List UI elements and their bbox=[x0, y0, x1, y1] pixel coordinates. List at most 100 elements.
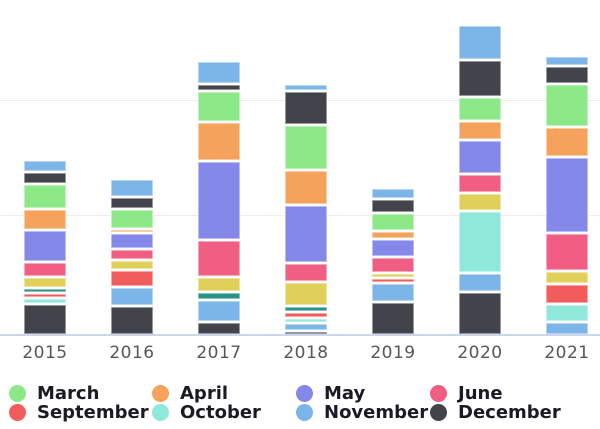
bar-segment-november-2017[interactable] bbox=[198, 301, 240, 321]
bar-segment-may-2021[interactable] bbox=[546, 158, 588, 232]
bar-segment-july-2019[interactable] bbox=[372, 274, 414, 277]
legend-label-december: December bbox=[458, 402, 561, 423]
x-axis-label-2019: 2019 bbox=[370, 343, 416, 363]
bar-segment-march-2021[interactable] bbox=[546, 85, 588, 126]
bar-segment-may-2016[interactable] bbox=[111, 234, 153, 248]
bar-segment-september-2019[interactable] bbox=[372, 279, 414, 282]
legend-dot-november bbox=[296, 404, 313, 421]
bar-segment-june-2015[interactable] bbox=[24, 263, 66, 276]
bar-segment-november-2018[interactable] bbox=[285, 324, 327, 330]
bar-2015[interactable] bbox=[24, 161, 66, 334]
bar-segment-march-2020[interactable] bbox=[459, 98, 501, 120]
bar-segment-october-2015[interactable] bbox=[24, 299, 66, 303]
bar-segment-may-2018[interactable] bbox=[285, 206, 327, 262]
bar-segment-october-2018[interactable] bbox=[285, 319, 327, 322]
bar-segment-july-2016[interactable] bbox=[111, 261, 153, 269]
bar-2016[interactable] bbox=[111, 180, 153, 334]
bar-segment-june-2018[interactable] bbox=[285, 264, 327, 281]
bar-segment-august-2017[interactable] bbox=[198, 293, 240, 299]
bar-segment-october-2020[interactable] bbox=[459, 212, 501, 272]
legend-dot-september bbox=[9, 404, 26, 421]
bar-segment-november-2020[interactable] bbox=[459, 274, 501, 291]
bar-segment-june-2021[interactable] bbox=[546, 234, 588, 270]
bar-segment-january-2020[interactable] bbox=[459, 26, 501, 59]
bar-segment-november-2019[interactable] bbox=[372, 284, 414, 301]
legend-item-october[interactable]: October bbox=[152, 402, 261, 423]
bar-segment-july-2015[interactable] bbox=[24, 278, 66, 287]
bar-segment-december-2017[interactable] bbox=[198, 323, 240, 334]
x-axis-label-2018: 2018 bbox=[283, 343, 329, 363]
bar-segment-march-2015[interactable] bbox=[24, 185, 66, 208]
bar-2018[interactable] bbox=[285, 85, 327, 334]
bar-segment-july-2018[interactable] bbox=[285, 283, 327, 305]
bar-segment-april-2018[interactable] bbox=[285, 171, 327, 204]
bar-segment-february-2015[interactable] bbox=[24, 173, 66, 183]
bar-segment-september-2018[interactable] bbox=[285, 313, 327, 317]
bar-segment-june-2017[interactable] bbox=[198, 241, 240, 276]
bar-segment-april-2020[interactable] bbox=[459, 122, 501, 139]
legend-label-september: September bbox=[37, 402, 149, 423]
bar-segment-march-2018[interactable] bbox=[285, 126, 327, 169]
bar-2021[interactable] bbox=[546, 57, 588, 334]
bar-segment-october-2021[interactable] bbox=[546, 305, 588, 321]
bar-segment-november-2016[interactable] bbox=[111, 288, 153, 305]
bar-segment-september-2021[interactable] bbox=[546, 285, 588, 303]
legend-dot-october bbox=[152, 404, 169, 421]
bar-segment-december-2016[interactable] bbox=[111, 307, 153, 334]
bar-segment-december-2019[interactable] bbox=[372, 303, 414, 334]
bar-2020[interactable] bbox=[459, 26, 501, 334]
bar-segment-may-2017[interactable] bbox=[198, 162, 240, 239]
legend-item-september[interactable]: September bbox=[9, 402, 149, 423]
bar-segment-december-2015[interactable] bbox=[24, 305, 66, 334]
bar-segment-may-2015[interactable] bbox=[24, 231, 66, 261]
bar-segment-january-2021[interactable] bbox=[546, 57, 588, 65]
bar-segment-march-2019[interactable] bbox=[372, 214, 414, 230]
bar-segment-march-2017[interactable] bbox=[198, 92, 240, 121]
bar-segment-january-2018[interactable] bbox=[285, 85, 327, 90]
bar-segment-december-2020[interactable] bbox=[459, 293, 501, 334]
legend-item-may[interactable]: May bbox=[296, 383, 365, 404]
bar-segment-may-2019[interactable] bbox=[372, 240, 414, 256]
bar-segment-february-2019[interactable] bbox=[372, 200, 414, 212]
bar-segment-august-2015[interactable] bbox=[24, 289, 66, 292]
bar-segment-february-2018[interactable] bbox=[285, 92, 327, 124]
bar-segment-april-2019[interactable] bbox=[372, 232, 414, 238]
bar-segment-january-2017[interactable] bbox=[198, 62, 240, 83]
legend-dot-may bbox=[296, 385, 313, 402]
bar-segment-january-2019[interactable] bbox=[372, 189, 414, 198]
legend-label-june: June bbox=[458, 383, 503, 404]
bar-segment-february-2020[interactable] bbox=[459, 61, 501, 96]
bar-segment-april-2015[interactable] bbox=[24, 210, 66, 229]
bar-segment-september-2016[interactable] bbox=[111, 271, 153, 286]
bar-segment-september-2015[interactable] bbox=[24, 294, 66, 297]
bar-segment-july-2021[interactable] bbox=[546, 272, 588, 283]
bar-segment-november-2021[interactable] bbox=[546, 323, 588, 334]
legend-item-april[interactable]: April bbox=[152, 383, 229, 404]
bar-segment-february-2021[interactable] bbox=[546, 67, 588, 83]
legend-item-june[interactable]: June bbox=[430, 383, 503, 404]
bar-segment-february-2016[interactable] bbox=[111, 198, 153, 208]
bar-segment-february-2017[interactable] bbox=[198, 85, 240, 90]
legend-item-november[interactable]: November bbox=[296, 402, 428, 423]
legend-label-october: October bbox=[180, 402, 261, 423]
legend-dot-march bbox=[9, 385, 26, 402]
bar-segment-december-2018[interactable] bbox=[285, 332, 327, 334]
bar-segment-july-2020[interactable] bbox=[459, 194, 501, 210]
bar-segment-june-2020[interactable] bbox=[459, 175, 501, 192]
bar-segment-april-2016[interactable] bbox=[111, 230, 153, 232]
bar-segment-august-2018[interactable] bbox=[285, 307, 327, 311]
bar-segment-april-2017[interactable] bbox=[198, 123, 240, 160]
legend-item-december[interactable]: December bbox=[430, 402, 561, 423]
bar-segment-april-2021[interactable] bbox=[546, 128, 588, 156]
bar-segment-january-2016[interactable] bbox=[111, 180, 153, 196]
bar-segment-january-2015[interactable] bbox=[24, 161, 66, 171]
bar-segment-may-2020[interactable] bbox=[459, 141, 501, 173]
legend-label-april: April bbox=[180, 383, 229, 404]
bar-2017[interactable] bbox=[198, 62, 240, 334]
bar-segment-july-2017[interactable] bbox=[198, 278, 240, 291]
legend-item-march[interactable]: March bbox=[9, 383, 99, 404]
bar-segment-march-2016[interactable] bbox=[111, 210, 153, 228]
bar-segment-june-2019[interactable] bbox=[372, 258, 414, 272]
bar-2019[interactable] bbox=[372, 189, 414, 334]
bar-segment-june-2016[interactable] bbox=[111, 250, 153, 259]
